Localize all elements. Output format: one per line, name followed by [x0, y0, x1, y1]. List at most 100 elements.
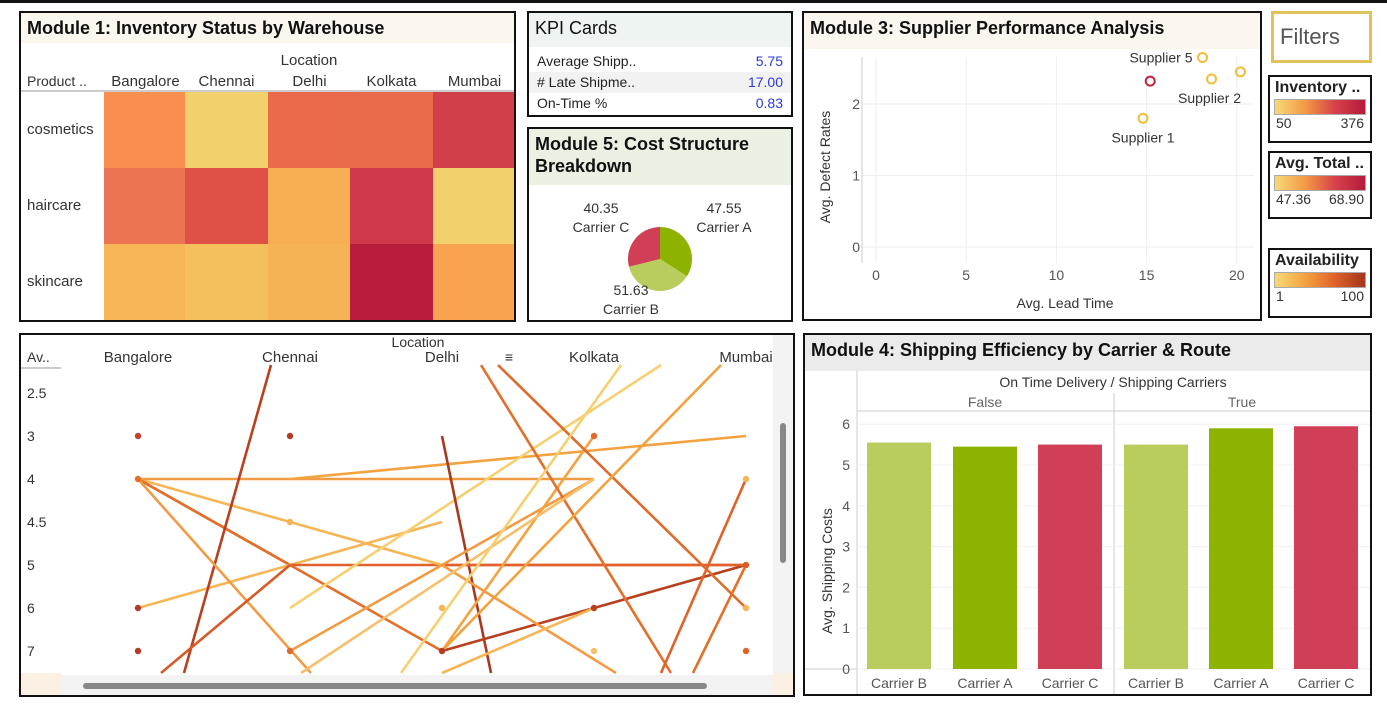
- kpi-row: # Late Shipme.. 17.00: [529, 72, 791, 93]
- module1-heatmap-panel[interactable]: Module 1: Inventory Status by Warehouse …: [19, 11, 516, 322]
- scatter-x-label: Avg. Lead Time: [1016, 295, 1113, 311]
- bar-x-label: Carrier C: [1042, 675, 1099, 691]
- lines-dot: [590, 647, 598, 655]
- lines-dot: [134, 475, 142, 483]
- bars-group-label: False: [968, 394, 1002, 410]
- top-border: [0, 0, 1387, 3]
- pie-value-label: 40.35: [583, 200, 618, 216]
- module3-scatter-panel[interactable]: Module 3: Supplier Performance Analysis …: [802, 11, 1262, 321]
- scatter-y-tick: 2: [852, 96, 860, 112]
- legend-availability-min: 1: [1276, 288, 1284, 304]
- legend-availability[interactable]: Availability 1 100: [1268, 248, 1372, 318]
- lines-col-label: Mumbai: [719, 349, 772, 366]
- bars-y-tick: 0: [842, 661, 850, 677]
- lines-col-label: Delhi: [425, 349, 459, 366]
- lines-dot: [590, 604, 598, 612]
- module1-title: Module 1: Inventory Status by Warehouse: [21, 13, 514, 43]
- pie-value-label: 51.63: [613, 282, 648, 298]
- lines-row-header: Av..: [27, 349, 50, 365]
- pie-slice-label: Carrier B: [603, 301, 659, 317]
- filters-title: Filters: [1280, 24, 1340, 49]
- bar-x-label: Carrier C: [1298, 675, 1355, 691]
- heatmap-col-label: Mumbai: [448, 73, 501, 90]
- pie-chart[interactable]: 47.55 Carrier A 51.63 Carrier B 40.35 Carrier…: [529, 185, 791, 320]
- scroll-corner-left: [21, 673, 61, 695]
- legend-inventory-title: Inventory ..: [1275, 79, 1361, 96]
- lines-row-label: 6: [27, 600, 35, 616]
- bar: [867, 442, 931, 669]
- heatmap-row-label: cosmetics: [27, 121, 94, 138]
- shipping-bar-chart[interactable]: On Time Delivery / Shipping Carriers Fals…: [805, 371, 1370, 694]
- lines-dot: [590, 432, 598, 440]
- lines-segment: [691, 564, 748, 674]
- lines-segment: [441, 563, 617, 675]
- scatter-y-tick: 0: [852, 239, 860, 255]
- lines-segment: [300, 477, 595, 675]
- module5-title-line1: Module 5: Cost Structure: [535, 134, 750, 154]
- horizontal-scrollbar-thumb[interactable]: [83, 683, 707, 689]
- heatmap-col-label: Kolkata: [366, 73, 417, 90]
- lines-segment: [479, 364, 673, 674]
- bar-x-label: Carrier B: [871, 675, 927, 691]
- pie-slice: [628, 227, 660, 267]
- scatter-chart[interactable]: 0 5 10 15 20 0 1 2 Avg. Lead Time Avg. Defect Rat…: [804, 49, 1260, 319]
- bar: [1124, 444, 1188, 669]
- legend-availability-max: 100: [1340, 288, 1364, 304]
- lines-dot: [134, 604, 142, 612]
- scatter-point: [1137, 112, 1149, 124]
- scatter-x-tick: 10: [1049, 267, 1065, 283]
- legend-avg-total[interactable]: Avg. Total .. 47.36 68.90: [1268, 151, 1372, 219]
- module2-lines-panel[interactable]: Location Av.. Bangalore Chennai Delhi Kolkata…: [19, 333, 795, 697]
- lines-row-label: 3: [27, 428, 35, 444]
- location-lines-chart[interactable]: Location Av.. Bangalore Chennai Delhi Kolkata…: [21, 335, 793, 695]
- lines-segment: [497, 364, 747, 609]
- scatter-y-label: Avg. Defect Rates: [817, 111, 833, 224]
- lines-row-label: 7: [27, 643, 35, 659]
- filters-button[interactable]: Filters: [1271, 11, 1372, 63]
- legend-inventory[interactable]: Inventory .. 50 376: [1268, 75, 1372, 143]
- lines-dot: [438, 647, 446, 655]
- sort-icon: ≡: [505, 349, 513, 365]
- lines-segment: [440, 435, 493, 674]
- module5-pie-panel[interactable]: Module 5: Cost Structure Breakdown 47.55…: [527, 127, 793, 322]
- lines-segment: [659, 478, 748, 674]
- scatter-point: [1206, 73, 1218, 85]
- heatmap-cell: [104, 92, 187, 168]
- heatmap-cell: [433, 92, 514, 168]
- pie-value-label: 47.55: [706, 200, 741, 216]
- legend-avg-total-max: 68.90: [1328, 191, 1364, 207]
- legend-avg-total-min: 47.36: [1276, 191, 1312, 207]
- module5-title-line2: Breakdown: [535, 156, 633, 176]
- bars-y-tick: 6: [842, 416, 850, 432]
- kpi-cards-panel: KPI Cards Average Shipp.. 5.75 # Late Ship…: [527, 11, 793, 117]
- legend-inventory-max: 376: [1340, 115, 1364, 131]
- lines-dot: [742, 561, 750, 569]
- scatter-y-tick: 1: [852, 168, 860, 184]
- lines-dot: [742, 604, 750, 612]
- lines-row-label: 4.5: [27, 514, 47, 530]
- kpi-value: 5.75: [755, 53, 783, 69]
- bars-y-tick: 5: [842, 457, 850, 473]
- lines-dot: [286, 647, 294, 655]
- lines-dot: [286, 518, 294, 526]
- lines-segment: [182, 364, 273, 674]
- lines-dot: [742, 647, 750, 655]
- heatmap-cell: [350, 244, 433, 320]
- lines-segment: [137, 478, 312, 674]
- heatmap-chart[interactable]: Location Product .. Bangalore Chennai Delhi K…: [21, 45, 514, 320]
- module4-title: Module 4: Shipping Efficiency by Carrier…: [805, 335, 1370, 371]
- lines-dot: [742, 475, 750, 483]
- scatter-point: [1234, 66, 1246, 78]
- pie-slice: [628, 259, 687, 291]
- heatmap-cell: [268, 92, 351, 168]
- vertical-scrollbar-thumb[interactable]: [780, 423, 786, 563]
- heatmap-cell: [104, 168, 187, 244]
- lines-dot: [134, 432, 142, 440]
- legend-availability-gradient: [1274, 272, 1366, 288]
- heatmap-cell: [185, 168, 268, 244]
- module4-bar-panel[interactable]: Module 4: Shipping Efficiency by Carrier…: [803, 333, 1372, 696]
- lines-segment: [289, 520, 443, 567]
- kpi-label: On-Time %: [537, 95, 608, 111]
- bars-y-tick: 3: [842, 539, 850, 555]
- lines-segment: [289, 363, 662, 610]
